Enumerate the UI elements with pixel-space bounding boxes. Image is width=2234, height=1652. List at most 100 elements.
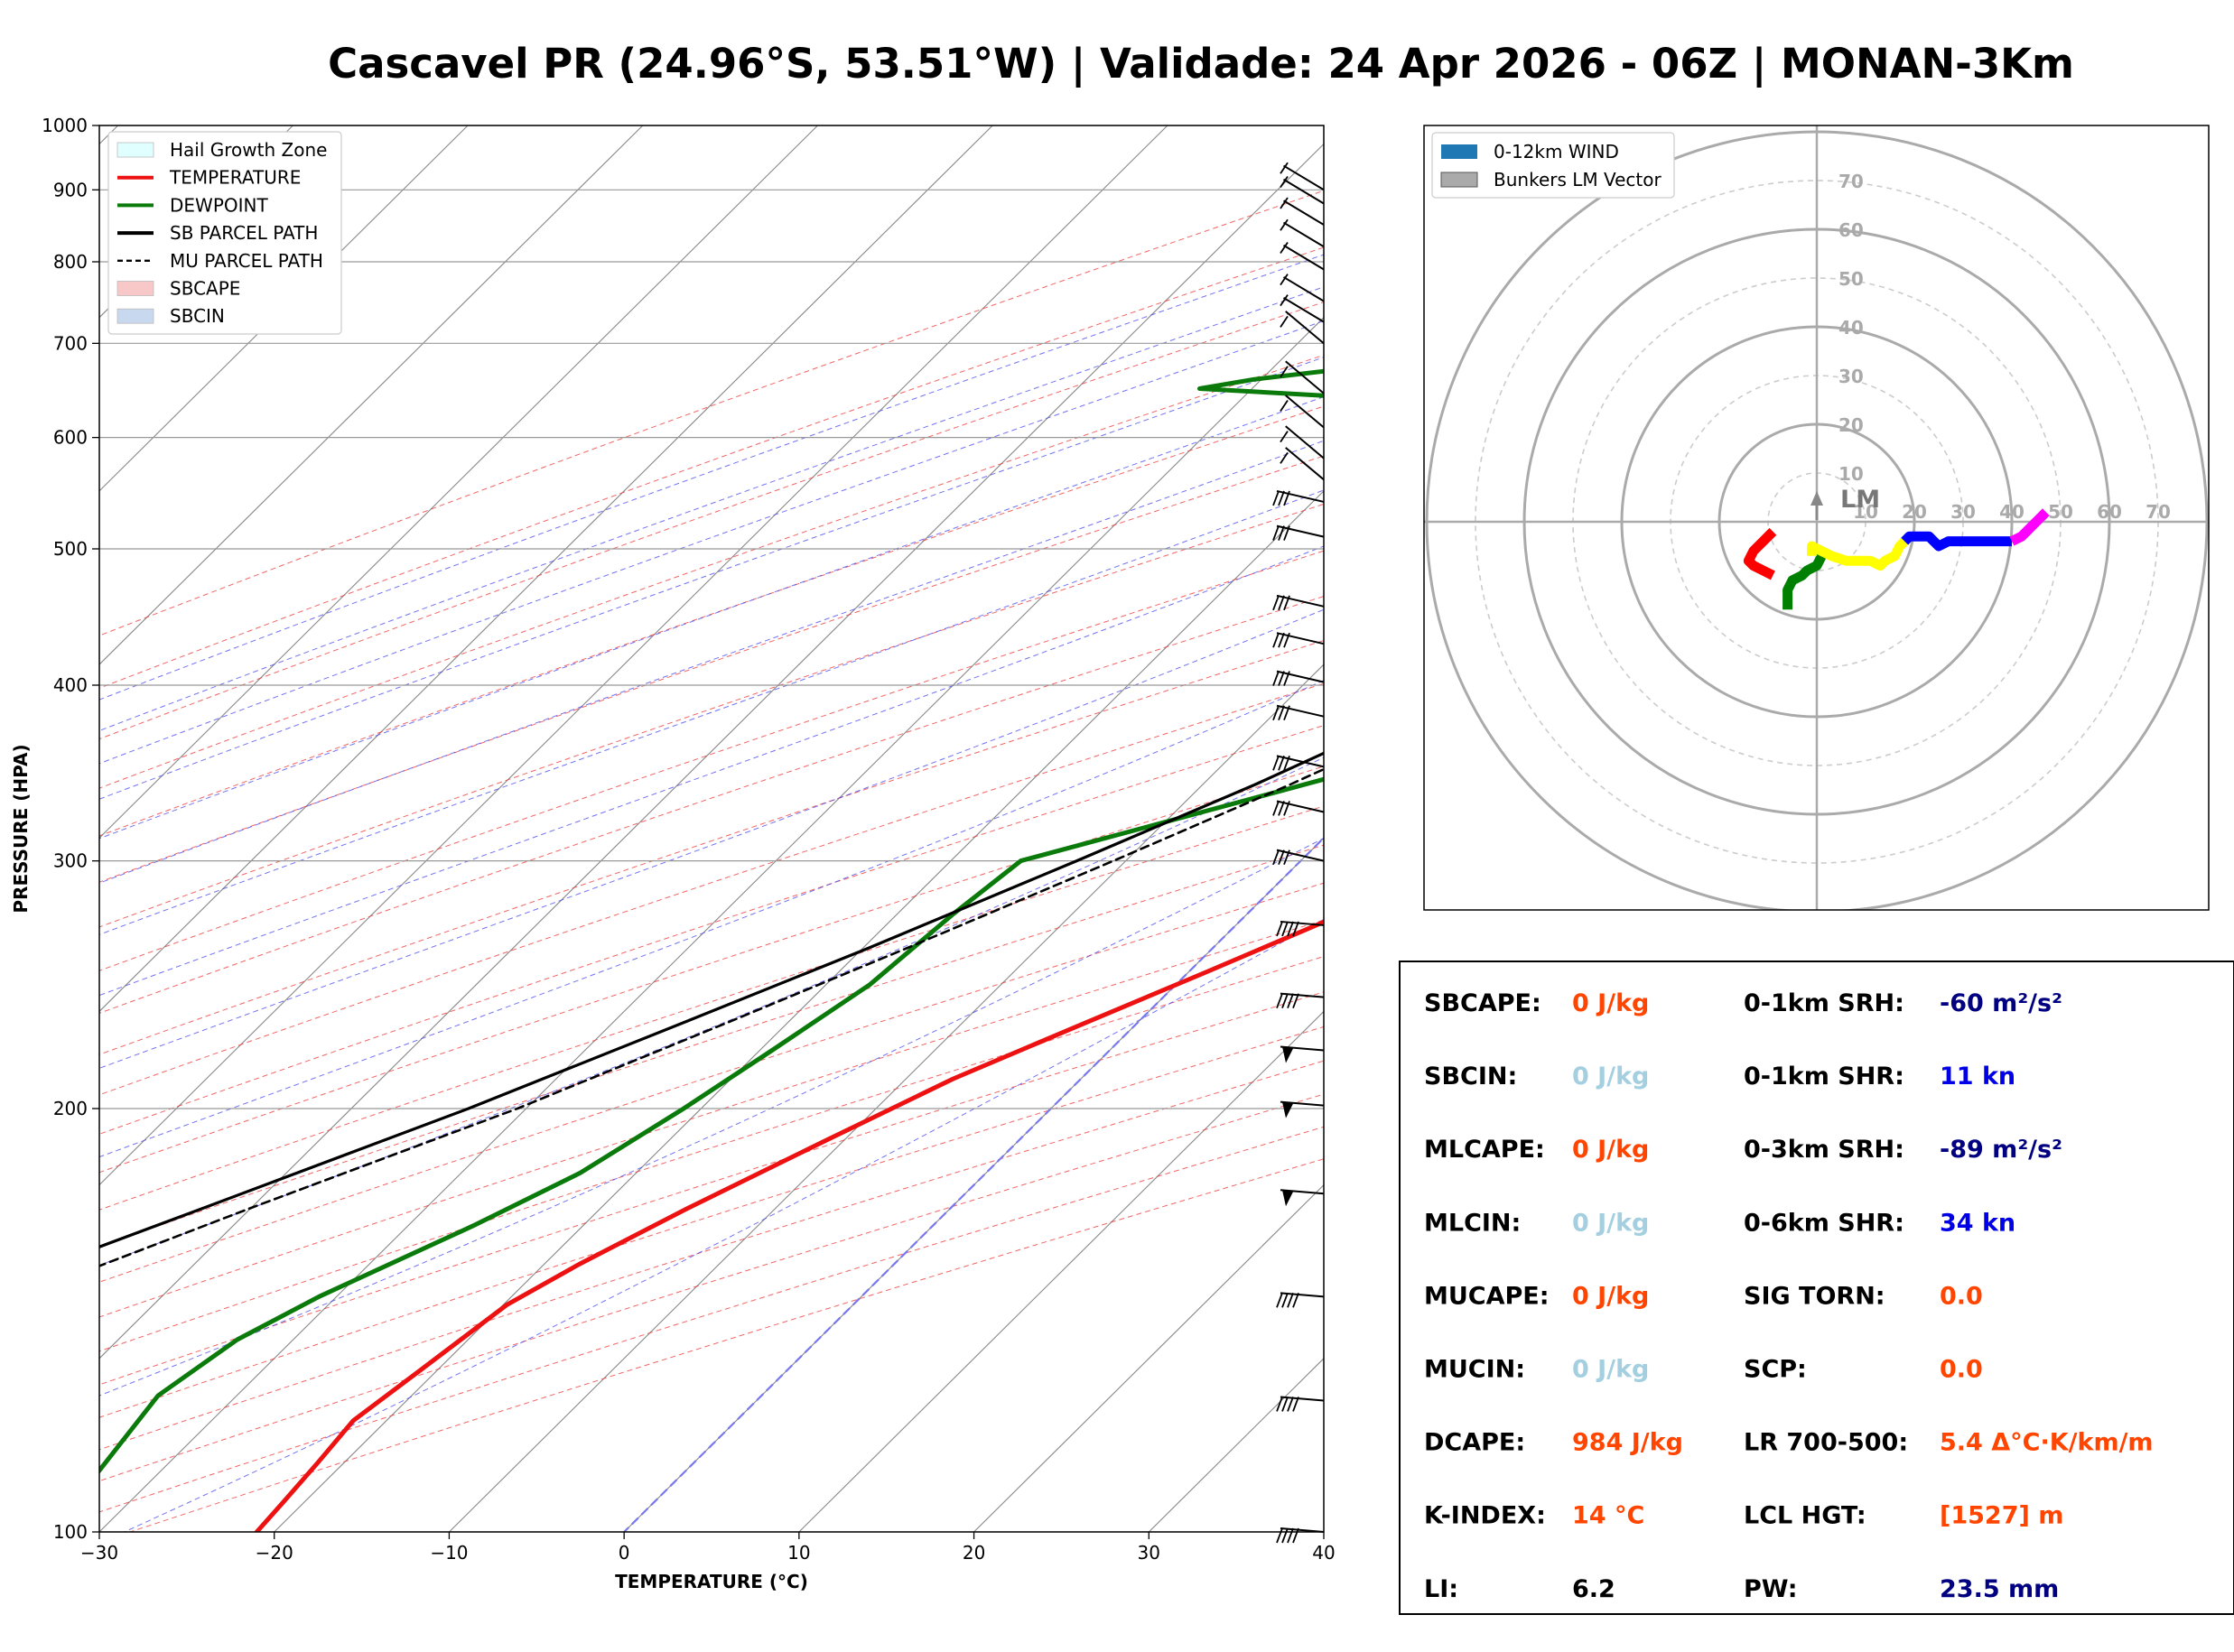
dry-adiabat-line	[99, 766, 1324, 1174]
y-tick-label: 800	[53, 251, 88, 273]
wind-barb-flag	[1287, 1293, 1294, 1308]
param-value: 6.2	[1572, 1575, 1615, 1603]
wind-barb-shaft	[1285, 447, 1325, 481]
hodograph-ring-label: 40	[1999, 501, 2025, 523]
legend-frame	[1431, 132, 1675, 199]
wind-barb-flag	[1280, 175, 1289, 188]
hodograph-ring-label: 10	[1853, 501, 1878, 523]
wind-barb-flag	[1280, 162, 1289, 174]
y-tick-label: 600	[53, 427, 88, 449]
wind-barb	[1272, 704, 1325, 721]
moist-adiabat-line	[99, 440, 1324, 884]
wind-barb-flag	[1278, 705, 1285, 721]
wind-barb-flag	[1278, 632, 1285, 648]
wind-barb-shaft	[1276, 594, 1325, 608]
wind-barb-flag	[1272, 849, 1280, 865]
wind-barb-shaft	[1276, 849, 1325, 862]
skewt-legend: Hail Growth Zone TEMPERATURE DEWPOINT SB PA…	[107, 131, 342, 335]
wind-barb	[1280, 1189, 1325, 1207]
wind-barb-flag	[1278, 525, 1285, 541]
wind-barb-shaft	[1276, 489, 1325, 503]
wind-barb-flag	[1280, 197, 1289, 209]
y-tick-label: 500	[53, 538, 88, 560]
moist-adiabat-line	[99, 489, 1324, 935]
wind-barb-flag	[1283, 525, 1290, 541]
isotherm-line	[973, 1183, 1324, 1532]
wind-barb-shaft	[1282, 221, 1325, 248]
x-axis-label: TEMPERATURE (°C)	[615, 1571, 808, 1592]
wind-barb-flag	[1278, 849, 1285, 865]
isotherm-line	[449, 664, 1324, 1532]
x-tick-label: 40	[1312, 1542, 1335, 1564]
wind-barb-shaft	[1276, 704, 1325, 718]
wind-barb	[1280, 218, 1325, 248]
param-label: DCAPE:	[1424, 1429, 1525, 1457]
moist-adiabat-line	[99, 837, 1324, 1397]
legend-label: 0-12km WIND	[1494, 141, 1619, 162]
moist-adiabat-line	[99, 320, 1324, 765]
wind-barb-shaft	[1285, 394, 1325, 429]
hodograph-ring-label: 20	[1902, 501, 1927, 523]
isotherm-line	[623, 837, 1324, 1532]
dry-adiabat-line	[99, 190, 1324, 636]
hodograph-segment	[1901, 531, 2012, 552]
wind-barb-shaft	[1280, 1045, 1325, 1052]
wind-barb	[1280, 1045, 1325, 1063]
param-label: SBCAPE:	[1424, 989, 1541, 1017]
wind-barb-flag	[1280, 366, 1289, 378]
skewt-ticks: −30 −20 −10 0 10 20 30 40 100 200 300 400 500 600 700 8…	[42, 115, 1336, 1564]
legend-label: SB PARCEL PATH	[170, 222, 318, 244]
param-value: 0 J/kg	[1572, 1136, 1649, 1164]
legend-label: SBCIN	[170, 305, 225, 327]
wind-barb-flag	[1276, 1527, 1283, 1544]
wind-barb-flag	[1283, 595, 1290, 611]
param-label: MUCIN:	[1424, 1356, 1525, 1384]
wind-barb	[1280, 197, 1325, 226]
wind-barb-flag	[1287, 1527, 1294, 1544]
param-value: [1527] m	[1940, 1502, 2063, 1530]
wind-barb-flag	[1292, 921, 1299, 937]
wind-barb	[1276, 992, 1325, 1008]
wind-barb-flag	[1283, 849, 1290, 865]
wind-barb-shaft	[1276, 524, 1325, 538]
wind-barb	[1276, 1527, 1325, 1544]
param-value: 0 J/kg	[1572, 989, 1649, 1017]
wind-barb-flag	[1276, 993, 1283, 1008]
isotherm-line	[99, 125, 818, 840]
param-label: 0-3km SRH:	[1744, 1136, 1904, 1164]
y-tick-label: 100	[53, 1521, 88, 1543]
wind-barb-flag	[1292, 1397, 1299, 1412]
wind-barb-flag	[1283, 632, 1290, 648]
wind-barb-flag	[1283, 756, 1290, 771]
hodograph-segment	[1783, 551, 1827, 610]
wind-barb-shaft	[1276, 800, 1325, 813]
legend-label: DEWPOINT	[170, 194, 268, 216]
moist-adiabat-line	[99, 395, 1324, 840]
wind-barb-shaft	[1285, 360, 1325, 394]
hodograph-ring-label: 50	[2048, 501, 2073, 523]
x-tick-label: −20	[256, 1542, 293, 1564]
param-value: 0 J/kg	[1572, 1282, 1649, 1310]
x-tick-label: 10	[787, 1542, 810, 1564]
wind-barb-flag	[1280, 399, 1289, 412]
wind-barb-flag	[1280, 431, 1289, 443]
isotherm-line	[798, 1010, 1324, 1532]
mu-parcel-path	[99, 767, 1324, 1267]
isotherm-line	[99, 143, 1324, 1360]
wind-barb-pennant	[1282, 1101, 1293, 1118]
wind-barb	[1280, 311, 1325, 345]
wind-barb-flag	[1276, 921, 1283, 937]
param-value: 3.5	[1572, 1648, 1615, 1652]
dry-adiabat-line	[99, 455, 1324, 883]
hodograph-ring-label-v: 70	[1838, 171, 1864, 192]
dry-adiabat-line	[99, 405, 1324, 837]
temperature-profile	[254, 919, 1324, 1532]
parameters-rows: SBCAPE: 0 J/kg 0-1km SRH: -60 m²/s² SBCIN: 0 …	[1424, 989, 2154, 1652]
hodograph-ring-label-v: 40	[1838, 317, 1864, 339]
hodograph-ring-label-v: 50	[1838, 268, 1864, 290]
legend-frame	[107, 131, 342, 335]
wind-barb	[1272, 800, 1325, 816]
wind-barb-flag	[1272, 632, 1280, 648]
param-value: 984 J/kg	[1572, 1429, 1683, 1457]
y-tick-label: 400	[53, 674, 88, 696]
